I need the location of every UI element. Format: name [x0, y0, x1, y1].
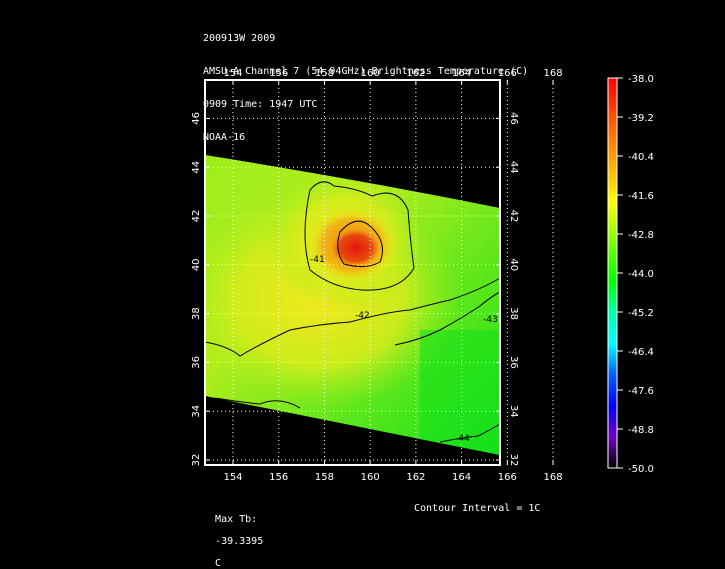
lon-tick-top-158: 158	[315, 68, 334, 79]
max-tb-unit: C	[215, 558, 222, 569]
title-storm-id: 200913W 2009	[203, 33, 276, 44]
lon-tick-bottom-160: 160	[361, 472, 380, 483]
lat-tick-right-42: 42	[508, 210, 519, 223]
lat-tick-right-38: 38	[508, 307, 519, 320]
lat-tick-left-38: 38	[191, 307, 202, 320]
lon-tick-bottom-168: 168	[543, 472, 562, 483]
contour-lines	[204, 181, 501, 443]
lon-tick-top-160: 160	[361, 68, 380, 79]
contour-label-43: -43	[483, 315, 498, 325]
title-satellite: NOAA-16	[203, 132, 246, 143]
lat-tick-right-46: 46	[508, 112, 519, 125]
lat-tick-left-34: 34	[191, 405, 202, 418]
colorbar-tick-label: -48.8	[628, 425, 654, 436]
lon-tick-bottom-156: 156	[269, 472, 288, 483]
lat-tick-right-44: 44	[508, 161, 519, 174]
lat-tick-right-40: 40	[508, 258, 519, 271]
colorbar-tick-label: -41.6	[628, 191, 654, 202]
max-tb-value: -39.3395	[215, 536, 264, 547]
lat-tick-left-44: 44	[191, 161, 202, 174]
lon-tick-top-164: 164	[452, 68, 471, 79]
colorbar-tick-label: -47.6	[628, 386, 654, 397]
colorbar-tick-label: -42.8	[628, 230, 654, 241]
colorbar-tick-label: -38.0	[628, 74, 654, 85]
lon-ticks-top: 154 156 158 160 162 164 166 168	[223, 68, 563, 84]
title-channel: AMSU-A Channel 7 (54.94GHz) Brightness T…	[203, 66, 529, 77]
lon-tick-bottom-154: 154	[223, 472, 242, 483]
lon-tick-top-168: 168	[543, 68, 562, 79]
map-title-block: 200913W 2009 AMSU-A Channel 7 (54.94GHz)…	[203, 11, 528, 154]
contour-interval: Contour Interval = 1C	[414, 503, 541, 514]
lat-ticks-right: 32 34 36 38 40 42 44 46	[496, 112, 519, 466]
map-frame	[204, 79, 501, 466]
lon-ticks-bottom: 154 156 158 160 162 164 166 168	[223, 461, 563, 483]
lat-tick-right-34: 34	[508, 405, 519, 418]
lat-tick-left-42: 42	[191, 210, 202, 223]
lat-ticks-left: 32 34 36 38 40 42 44 46	[191, 112, 209, 466]
lat-tick-left-32: 32	[191, 454, 202, 467]
lon-tick-bottom-164: 164	[452, 472, 471, 483]
colorbar-tick-label: -50.0	[628, 464, 654, 475]
lat-tick-right-36: 36	[508, 356, 519, 369]
lon-tick-bottom-166: 166	[498, 472, 517, 483]
lon-tick-top-162: 162	[406, 68, 425, 79]
contour-label-44: -44	[455, 434, 470, 444]
lat-tick-left-46: 46	[191, 112, 202, 125]
max-tb-label: Max Tb:	[215, 514, 258, 525]
colorbar-ticks: -38.0 -39.2 -40.4 -41.6 -42.8 -44.0 -45.2 -46.4…	[617, 74, 654, 475]
colorbar-tick-label: -46.4	[628, 347, 654, 358]
colorbar-tick-label: -44.0	[628, 269, 654, 280]
lat-tick-left-36: 36	[191, 356, 202, 369]
title-time: 0909 Time: 1947 UTC	[203, 99, 318, 110]
lon-tick-bottom-162: 162	[406, 472, 425, 483]
lon-tick-top-156: 156	[269, 68, 288, 79]
contour-label-41: -41	[310, 255, 325, 265]
lon-tick-bottom-158: 158	[315, 472, 334, 483]
colorbar	[607, 77, 618, 469]
contour-labels: -41 -42 -43 -44	[310, 255, 498, 444]
lat-tick-right-32: 32	[508, 454, 519, 467]
colorbar-tick-label: -39.2	[628, 113, 654, 124]
lon-tick-top-154: 154	[223, 68, 242, 79]
brightness-temperature-map: -41 -42 -43 -44 154 156 158 160 162 164 166 168…	[191, 68, 654, 483]
max-tb-readout: Max Tb: -39.3395 C	[203, 503, 263, 569]
lat-tick-left-40: 40	[191, 258, 202, 271]
colorbar-tick-label: -45.2	[628, 308, 654, 319]
colorbar-tick-label: -40.4	[628, 152, 654, 163]
contour-label-42: -42	[355, 311, 370, 321]
data-swath	[205, 155, 500, 455]
lon-tick-top-166: 166	[498, 68, 517, 79]
